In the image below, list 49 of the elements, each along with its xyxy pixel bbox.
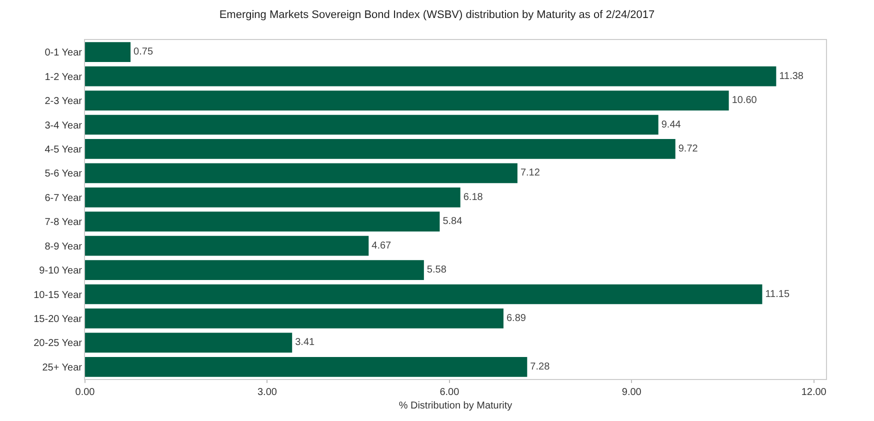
bar bbox=[85, 356, 528, 377]
bar bbox=[85, 90, 729, 110]
y-tick-label: 6-7 Year bbox=[44, 192, 83, 204]
data-label: 7.12 bbox=[520, 168, 540, 179]
bar bbox=[85, 66, 776, 86]
y-tick-label: 1-2 Year bbox=[44, 72, 83, 83]
x-tick-label: 12.00 bbox=[801, 387, 827, 398]
y-tick-label: 3-4 Year bbox=[44, 120, 83, 132]
y-tick-label: 7-8 Year bbox=[44, 217, 83, 228]
data-label: 9.72 bbox=[678, 143, 698, 154]
data-label: 11.15 bbox=[765, 288, 790, 300]
bar bbox=[85, 42, 131, 62]
data-label: 9.44 bbox=[661, 119, 682, 130]
data-label: 4.67 bbox=[372, 240, 392, 252]
x-tick-label: 6.00 bbox=[440, 387, 460, 398]
bar bbox=[85, 114, 658, 135]
data-label: 5.84 bbox=[442, 216, 463, 228]
bar bbox=[85, 308, 504, 328]
y-tick-label: 8-9 Year bbox=[44, 241, 83, 252]
y-tick-label: 5-6 Year bbox=[44, 168, 83, 180]
bar bbox=[85, 332, 292, 353]
y-tick-label: 9-10 Year bbox=[39, 266, 83, 277]
data-label: 11.38 bbox=[779, 70, 804, 82]
data-label: 7.28 bbox=[530, 361, 550, 372]
data-label: 5.58 bbox=[426, 264, 447, 276]
bar bbox=[85, 187, 460, 208]
y-tick-label: 2-3 Year bbox=[44, 96, 83, 108]
x-tick-label: 3.00 bbox=[257, 387, 278, 398]
data-label: 10.60 bbox=[732, 95, 758, 106]
bar bbox=[85, 212, 440, 232]
x-tick-label: 0.00 bbox=[75, 387, 96, 398]
y-tick-label: 10-15 Year bbox=[34, 290, 83, 301]
data-label: 0.75 bbox=[134, 46, 154, 58]
data-label: 6.89 bbox=[506, 312, 526, 324]
y-tick-label: 15-20 Year bbox=[34, 314, 83, 325]
bar bbox=[85, 163, 518, 184]
x-tick-label: 9.00 bbox=[622, 387, 642, 398]
bar bbox=[85, 139, 676, 159]
bar bbox=[85, 260, 424, 280]
bar bbox=[85, 284, 762, 304]
y-tick-label: 25+ Year bbox=[42, 362, 83, 374]
y-tick-label: 20-25 Year bbox=[34, 338, 83, 350]
data-label: 3.41 bbox=[295, 337, 316, 348]
bar bbox=[85, 236, 369, 256]
chart-title: Emerging Markets Sovereign Bond Index (WSBV) distribution by Maturity as of 2/24/2017 bbox=[219, 9, 655, 22]
data-label: 6.18 bbox=[463, 192, 484, 203]
x-axis-title: % Distribution by Maturity bbox=[398, 400, 512, 412]
y-tick-label: 0-1 Year bbox=[44, 48, 83, 59]
y-tick-label: 4-5 Year bbox=[44, 144, 83, 156]
